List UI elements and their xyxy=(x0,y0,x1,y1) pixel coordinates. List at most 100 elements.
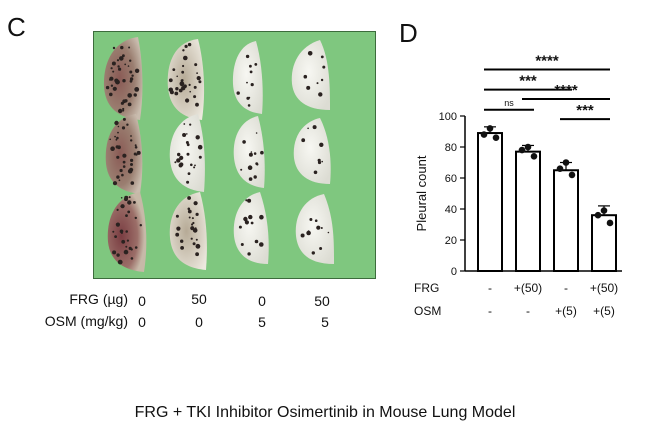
tumor-nodule xyxy=(116,155,120,159)
tumor-nodule xyxy=(185,98,190,103)
tumor-nodule xyxy=(127,65,130,67)
tumor-nodule xyxy=(186,143,190,147)
tumor-nodule xyxy=(114,78,119,83)
tumor-nodule xyxy=(127,168,133,174)
condition-value: - xyxy=(526,304,530,318)
tumor-nodule xyxy=(181,70,185,74)
tumor-nodule xyxy=(187,172,191,176)
data-point xyxy=(518,146,526,154)
bar xyxy=(553,169,579,272)
tumor-nodule xyxy=(120,197,123,199)
tumor-nodule xyxy=(131,74,134,77)
tumor-nodule xyxy=(130,139,133,142)
tumor-nodule xyxy=(120,204,125,209)
tumor-nodule xyxy=(180,79,184,83)
tumor-nodule xyxy=(192,242,196,246)
tumor-nodule xyxy=(134,246,138,249)
tumor-nodule xyxy=(117,259,123,265)
tumor-nodule xyxy=(247,252,251,256)
tumor-nodule xyxy=(127,200,132,205)
tumor-nodule xyxy=(260,150,264,155)
tumor-nodule xyxy=(134,144,137,147)
lung-lobes-image xyxy=(103,37,334,272)
tumor-nodule xyxy=(255,132,258,134)
tumor-nodule xyxy=(312,125,317,130)
table-cell: 50 xyxy=(314,293,330,309)
lung-lobe xyxy=(233,116,265,188)
tumor-nodule xyxy=(105,85,110,90)
tumor-nodule xyxy=(189,123,192,126)
tumor-nodule xyxy=(123,249,129,255)
tumor-nodule xyxy=(327,231,330,234)
tumor-nodule xyxy=(112,46,116,50)
tumor-nodule xyxy=(195,102,199,107)
tumor-nodule xyxy=(195,212,199,216)
tumor-nodule xyxy=(122,160,126,164)
tumor-nodule xyxy=(112,86,117,91)
tumor-nodule xyxy=(250,151,253,153)
tumor-nodule xyxy=(119,168,123,173)
tumor-nodule xyxy=(182,49,185,52)
tumor-nodule xyxy=(311,251,315,255)
tumor-nodule xyxy=(193,85,197,89)
tumor-nodule xyxy=(253,175,257,179)
tumor-nodule xyxy=(192,221,195,225)
tumor-nodule xyxy=(186,180,190,184)
tumor-nodule xyxy=(121,239,126,244)
tumor-nodule xyxy=(134,94,137,97)
tumor-nodule xyxy=(121,126,126,130)
tumor-nodule xyxy=(193,201,198,206)
tumor-nodule xyxy=(322,65,326,69)
data-point xyxy=(594,211,602,219)
lung-lobe xyxy=(103,37,143,120)
tumor-nodule xyxy=(117,131,119,134)
tumor-nodule xyxy=(249,70,253,74)
table-cell: 0 xyxy=(258,293,266,309)
tumor-nodule xyxy=(130,158,134,162)
tumor-nodule xyxy=(187,42,192,47)
tumor-nodule xyxy=(248,177,253,181)
tumor-nodule xyxy=(180,246,184,250)
lung-lobes-photo xyxy=(93,31,376,279)
tumor-nodule xyxy=(115,138,118,141)
panel-label-d: D xyxy=(399,18,418,48)
tumor-nodule xyxy=(178,163,183,168)
tumor-nodule xyxy=(120,205,123,208)
y-tick-label: 60 xyxy=(445,173,457,185)
tumor-nodule xyxy=(186,152,190,156)
tumor-nodule xyxy=(126,123,129,126)
tumor-nodule xyxy=(116,208,119,211)
tumor-nodule xyxy=(306,85,311,90)
tumor-nodule xyxy=(319,142,324,147)
data-point xyxy=(524,143,532,151)
tumor-nodule xyxy=(303,74,308,79)
bar xyxy=(477,132,503,272)
tumor-nodule xyxy=(301,138,306,143)
condition-value: +(5) xyxy=(593,304,615,318)
tumor-nodule xyxy=(122,109,125,112)
significance-label: *** xyxy=(519,73,537,90)
tumor-nodule xyxy=(128,196,131,199)
bar xyxy=(515,150,541,272)
tumor-nodule xyxy=(191,217,194,220)
panel-label-c: C xyxy=(7,12,26,42)
tumor-nodule xyxy=(300,233,305,238)
tumor-nodule xyxy=(135,153,138,156)
condition-row-label: FRG xyxy=(414,281,439,295)
tumor-nodule xyxy=(246,81,248,84)
tumor-nodule xyxy=(124,63,127,66)
tumor-nodule xyxy=(184,44,188,48)
tumor-nodule xyxy=(256,163,259,166)
tumor-nodule xyxy=(183,123,186,125)
tumor-nodule xyxy=(194,164,196,167)
tumor-nodule xyxy=(118,67,122,71)
tumor-nodule xyxy=(198,77,200,80)
tumor-nodule xyxy=(183,55,188,61)
tumor-nodule xyxy=(187,196,191,200)
tumor-nodule xyxy=(313,170,318,175)
tumor-nodule xyxy=(112,230,115,233)
tumor-nodule xyxy=(122,79,126,83)
condition-value: - xyxy=(488,304,492,318)
tumor-nodule xyxy=(121,173,124,177)
lung-lobe xyxy=(293,118,331,184)
